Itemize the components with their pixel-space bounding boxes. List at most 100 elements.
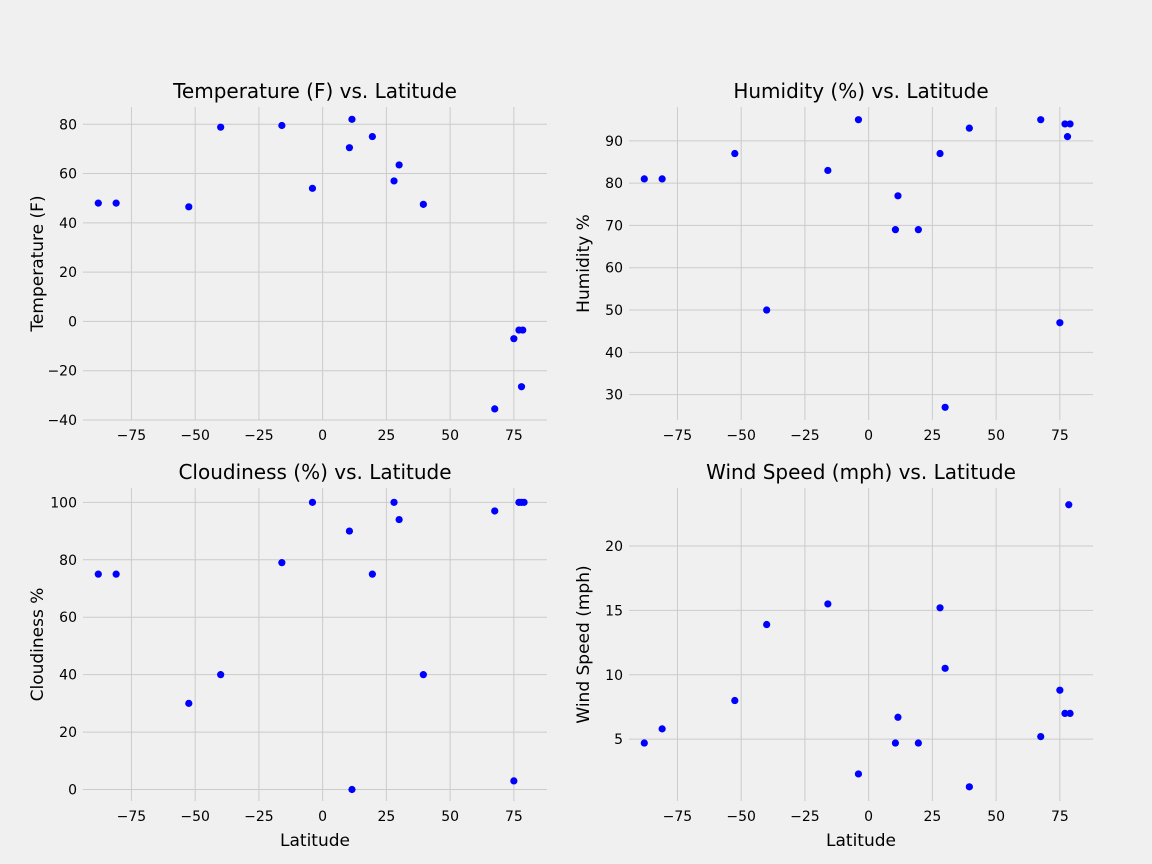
data-point bbox=[217, 671, 225, 679]
data-point bbox=[731, 696, 739, 705]
chart-title: Temperature (F) vs. Latitude bbox=[172, 79, 457, 103]
data-point bbox=[1066, 120, 1074, 128]
data-point bbox=[824, 166, 832, 175]
data-point bbox=[1037, 732, 1045, 741]
plot-area bbox=[83, 488, 547, 801]
y-tick-label: 80 bbox=[605, 176, 623, 192]
data-point bbox=[1056, 319, 1064, 327]
y-tick-label: 60 bbox=[59, 610, 77, 626]
y-tick-label: 5 bbox=[614, 732, 623, 748]
y-tick-label: 90 bbox=[605, 134, 623, 150]
data-point bbox=[1065, 501, 1073, 509]
data-point bbox=[763, 306, 771, 314]
y-tick-label: 20 bbox=[605, 539, 623, 555]
x-tick-label: −75 bbox=[117, 428, 147, 444]
y-tick-label: 15 bbox=[605, 603, 623, 619]
data-point bbox=[217, 123, 225, 131]
data-point bbox=[419, 671, 427, 679]
data-point bbox=[510, 777, 518, 785]
y-tick-label: 40 bbox=[59, 668, 77, 684]
x-tick-label: −25 bbox=[790, 428, 820, 444]
data-point bbox=[1063, 133, 1072, 141]
data-point bbox=[510, 335, 518, 343]
x-tick-label: 50 bbox=[441, 428, 459, 444]
x-tick-label: 25 bbox=[923, 809, 941, 825]
y-axis-label: Humidity % bbox=[574, 214, 594, 313]
x-axis-label: Latitude bbox=[280, 831, 350, 851]
chart-panel: −75 −50 −25 0 25 50 75 5 10 15 20 Wind Speed (mph) … bbox=[574, 460, 1093, 851]
x-axis-label: Latitude bbox=[826, 831, 896, 851]
x-tick-label: −50 bbox=[726, 428, 756, 444]
y-tick-label: 0 bbox=[68, 783, 77, 799]
data-point bbox=[520, 498, 528, 506]
data-point bbox=[348, 115, 356, 123]
data-point bbox=[345, 144, 354, 152]
x-tick-label: −25 bbox=[790, 809, 820, 825]
data-point bbox=[914, 739, 922, 747]
data-point bbox=[640, 175, 648, 183]
data-point bbox=[936, 149, 944, 158]
data-point bbox=[519, 326, 527, 334]
plot-area bbox=[629, 488, 1093, 801]
data-point bbox=[941, 403, 949, 411]
plot-area bbox=[629, 107, 1093, 420]
chart-panel: −75 −50 −25 0 25 50 75 −40 −20 0 20 40 60 80 Temperatu… bbox=[28, 79, 547, 444]
x-tick-label: −50 bbox=[180, 809, 210, 825]
data-point bbox=[824, 600, 832, 608]
y-tick-label: −40 bbox=[47, 413, 77, 429]
data-point bbox=[763, 620, 771, 629]
data-point bbox=[658, 725, 666, 733]
y-tick-label: −20 bbox=[47, 364, 77, 380]
x-tick-label: 0 bbox=[864, 809, 873, 825]
data-point bbox=[854, 770, 863, 778]
data-point bbox=[914, 226, 922, 234]
x-tick-label: 50 bbox=[987, 428, 1005, 444]
data-point bbox=[1037, 116, 1045, 124]
data-point bbox=[854, 116, 863, 124]
data-point bbox=[1056, 686, 1064, 694]
data-point bbox=[491, 507, 499, 515]
data-point bbox=[640, 739, 648, 747]
data-point bbox=[891, 226, 900, 234]
data-point bbox=[185, 203, 193, 211]
data-point bbox=[368, 570, 376, 578]
y-tick-label: 80 bbox=[59, 553, 77, 569]
x-tick-label: 75 bbox=[1051, 428, 1069, 444]
chart-title: Cloudiness (%) vs. Latitude bbox=[178, 460, 451, 484]
x-tick-label: 50 bbox=[987, 809, 1005, 825]
y-axis-label: Wind Speed (mph) bbox=[574, 565, 594, 723]
data-point bbox=[308, 184, 317, 192]
y-tick-label: 40 bbox=[605, 345, 623, 361]
x-tick-label: 50 bbox=[441, 809, 459, 825]
plot-area bbox=[83, 107, 547, 420]
data-point bbox=[658, 175, 666, 183]
data-point bbox=[965, 783, 973, 791]
y-tick-label: 100 bbox=[50, 495, 77, 511]
y-tick-label: 60 bbox=[59, 167, 77, 183]
x-tick-label: −50 bbox=[180, 428, 210, 444]
data-point bbox=[395, 161, 403, 169]
y-tick-label: 80 bbox=[59, 117, 77, 133]
y-tick-label: 50 bbox=[605, 303, 623, 319]
data-point bbox=[891, 739, 900, 747]
data-point bbox=[936, 604, 944, 612]
x-tick-label: −75 bbox=[663, 809, 693, 825]
data-point bbox=[348, 785, 356, 794]
data-point bbox=[278, 121, 286, 130]
x-tick-label: −75 bbox=[663, 428, 693, 444]
data-point bbox=[1066, 709, 1074, 718]
y-tick-label: 0 bbox=[68, 314, 77, 330]
x-tick-label: 0 bbox=[318, 428, 327, 444]
y-axis-label: Cloudiness % bbox=[28, 588, 48, 702]
data-point bbox=[112, 570, 120, 578]
data-point bbox=[941, 664, 949, 672]
chart-title: Wind Speed (mph) vs. Latitude bbox=[706, 460, 1016, 484]
x-tick-label: −75 bbox=[117, 809, 147, 825]
x-tick-label: 25 bbox=[377, 428, 395, 444]
x-tick-label: −25 bbox=[244, 428, 274, 444]
data-point bbox=[368, 132, 376, 141]
data-point bbox=[94, 570, 102, 578]
y-tick-label: 30 bbox=[605, 388, 623, 404]
data-point bbox=[894, 713, 902, 721]
